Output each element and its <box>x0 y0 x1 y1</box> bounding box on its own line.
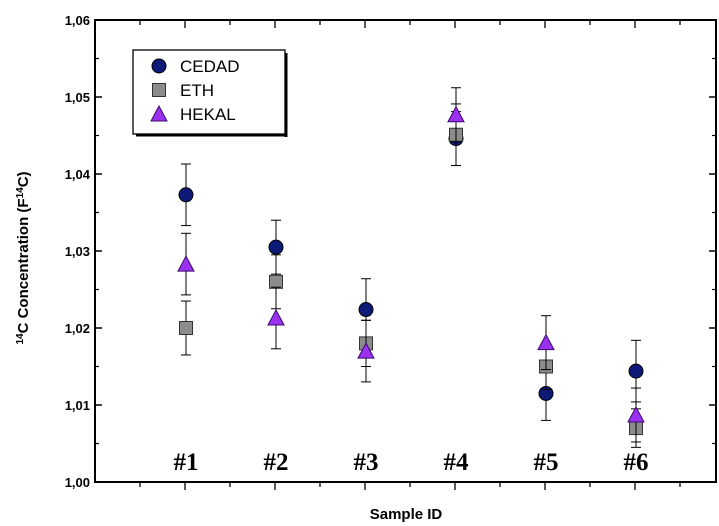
y-axis-title: 14C Concentration (F14C) <box>15 171 33 344</box>
square-point <box>179 321 193 335</box>
triangle-point <box>537 333 555 351</box>
category-label: #4 <box>444 449 470 476</box>
y-axis-title-part-1: C Concentration (F <box>15 198 32 333</box>
triangle-point <box>177 255 195 272</box>
category-label: #6 <box>624 449 649 476</box>
legend-label: CEDAD <box>180 57 240 76</box>
series-hekal <box>177 87 645 443</box>
triangle-point <box>627 405 645 423</box>
y-tick-label: 1,04 <box>65 167 91 182</box>
legend-label: HEKAL <box>180 105 236 124</box>
square-point <box>269 274 283 289</box>
y-tick-label: 1,02 <box>65 321 90 336</box>
data-marks <box>177 87 645 448</box>
series-cedad <box>178 111 644 421</box>
y-tick-label: 1,00 <box>65 475 90 490</box>
x-axis-title: Sample ID <box>370 506 443 523</box>
y-tick-label: 1,06 <box>65 13 90 28</box>
series-eth <box>179 103 643 448</box>
y-tick-label: 1,05 <box>65 90 90 105</box>
category-labels: #1 #2 #3 #4 #5 #6 <box>174 449 649 476</box>
circle-point <box>628 363 644 379</box>
y-axis-title-part-2: C) <box>15 171 32 187</box>
triangle-point <box>267 308 285 326</box>
category-label: #5 <box>534 449 559 476</box>
category-label: #1 <box>174 449 199 476</box>
triangle-point <box>150 104 168 122</box>
category-label: #3 <box>354 449 379 476</box>
legend: CEDAD ETH HEKAL <box>132 49 288 137</box>
y-axis-title-sup-2: 14 <box>15 187 26 199</box>
square-point <box>152 83 166 97</box>
category-label: #2 <box>264 449 289 476</box>
legend-label: ETH <box>180 81 214 100</box>
y-tick-label: 1,03 <box>65 244 90 259</box>
axes: 1,00 1,01 1,02 1,03 1,04 1,05 1,06 <box>65 13 717 490</box>
circle-point <box>358 302 374 318</box>
y-axis-title-sup-1: 14 <box>15 333 26 345</box>
triangle-point <box>447 105 465 123</box>
circle-point <box>268 239 284 255</box>
triangle-point <box>357 342 375 359</box>
circle-point <box>178 187 194 203</box>
circle-point <box>151 58 167 74</box>
y-tick-label: 1,01 <box>65 398 90 413</box>
